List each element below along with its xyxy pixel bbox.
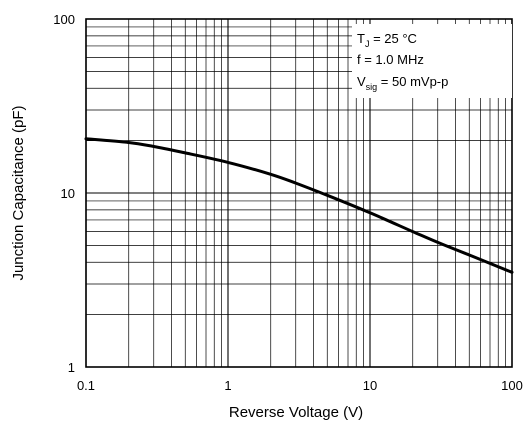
y-tick-labels: 1 10 100 (53, 12, 75, 375)
x-tick-label: 0.1 (77, 378, 95, 393)
x-tick-label: 10 (363, 378, 377, 393)
y-axis-label: Junction Capacitance (pF) (10, 105, 27, 280)
legend-box (352, 24, 512, 98)
x-tick-label: 1 (224, 378, 231, 393)
x-axis-label: Reverse Voltage (V) (229, 404, 363, 421)
annotation-frequency: f = 1.0 MHz (357, 52, 424, 67)
annotation-signal: Vsig = 50 mVp-p (357, 74, 448, 92)
x-tick-label: 100 (501, 378, 523, 393)
y-tick-label: 10 (61, 186, 75, 201)
y-tick-label: 1 (68, 360, 75, 375)
annotation-temperature: TJ = 25 °C (357, 31, 417, 49)
series-line (84, 137, 514, 274)
plot-frame (85, 18, 513, 368)
y-tick-label: 100 (53, 12, 75, 27)
x-tick-labels: 0.1 1 10 100 (77, 378, 523, 393)
